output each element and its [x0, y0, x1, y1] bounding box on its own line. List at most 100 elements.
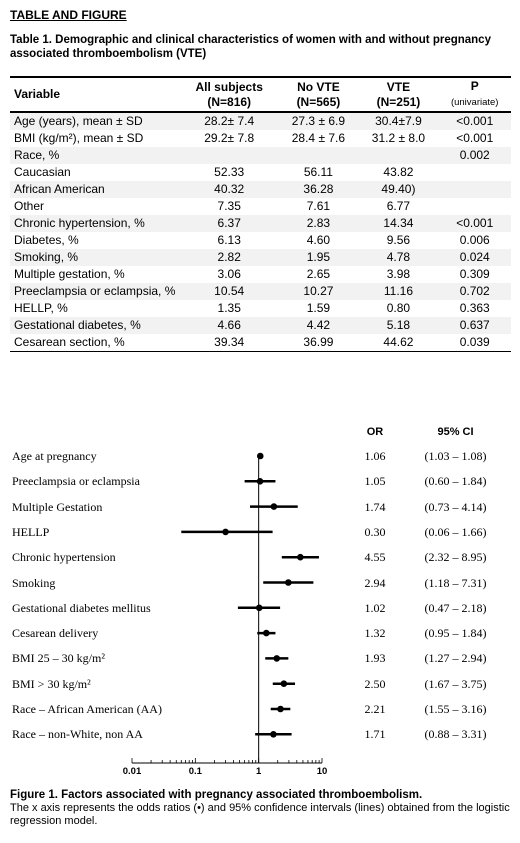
- forest-row-label: HELLP: [12, 524, 50, 539]
- forest-row-label: Multiple Gestation: [12, 499, 103, 514]
- forest-row-ci: (0.95 – 1.84): [424, 626, 487, 641]
- demographics-table: Variable All subjects (N=816) No VTE (N=56…: [10, 76, 511, 352]
- forest-row-ci: (0.73 – 4.14): [424, 499, 487, 514]
- row-variable: Gestational diabetes, %: [10, 317, 180, 334]
- forest-row-ci: (1.18 – 7.31): [424, 575, 487, 590]
- row-p-value: 0.363: [459, 301, 490, 315]
- row-p-value: [438, 164, 511, 181]
- row-variable: Smoking, %: [10, 249, 180, 266]
- table-row: Preeclampsia or eclampsia, % 10.54 10.27 11…: [10, 283, 511, 300]
- row-no-vte: 4.42: [278, 317, 359, 334]
- forest-row-label: BMI > 30 kg/m²: [12, 676, 91, 691]
- header-p-value: P (univariate): [438, 76, 511, 113]
- forest-row-ci: (0.06 – 1.66): [424, 524, 487, 539]
- or-point: [273, 655, 281, 662]
- or-point: [297, 553, 304, 561]
- row-p-value: 0.006: [459, 233, 490, 247]
- forest-row-ci: (0.88 – 3.31): [424, 727, 487, 742]
- header-vte: VTE (N=251): [358, 76, 439, 113]
- x-tick-label: 10: [317, 766, 328, 777]
- row-vte: 5.18: [358, 317, 439, 334]
- row-vte: 3.98: [386, 267, 411, 281]
- row-all-subjects: 40.32: [180, 181, 279, 198]
- row-vte: 11.16: [358, 283, 439, 300]
- row-no-vte: 36.28: [278, 181, 359, 198]
- forest-row-ci: (1.03 – 1.08): [424, 449, 487, 463]
- table-caption: Table 1. Demographic and clinical charac…: [10, 34, 491, 60]
- or-point: [285, 579, 292, 586]
- row-vte: 9.56: [386, 233, 411, 247]
- or-point: [256, 452, 264, 460]
- table-row: Smoking, % 2.82 1.95 4.78 0.024: [10, 249, 511, 266]
- row-no-vte: 7.61: [306, 199, 331, 213]
- row-vte: 31.2 ± 8.0: [371, 131, 426, 145]
- forest-row-label: Race – African American (AA): [12, 702, 162, 716]
- x-tick-label: 0.01: [123, 766, 142, 777]
- row-all-subjects: 28.2± 7.4: [180, 112, 279, 130]
- header-all-subjects: All subjects (N=816): [180, 76, 279, 113]
- row-all-subjects: 1.35: [217, 301, 241, 315]
- row-no-vte: 36.99: [278, 334, 359, 352]
- row-no-vte: 10.27: [278, 283, 359, 300]
- or-point: [277, 705, 284, 713]
- forest-row-ci: (0.60 – 1.84): [424, 474, 487, 489]
- row-all-subjects: 52.33: [214, 165, 245, 179]
- table-row: Diabetes, % 6.13 4.60 9.56 0.006: [10, 232, 511, 249]
- forest-row-label: Chronic hypertension: [12, 550, 116, 565]
- row-variable: Diabetes, %: [14, 233, 79, 247]
- row-vte: 30.4±7.9: [358, 112, 439, 130]
- row-variable: Race, %: [10, 147, 180, 164]
- row-vte: 43.82: [383, 165, 414, 179]
- forest-row-or: 2.94: [364, 575, 386, 590]
- or-column-header: OR: [366, 426, 384, 438]
- table-row: Caucasian 52.33 56.11 43.82: [10, 164, 511, 181]
- row-all-subjects: 39.34: [180, 334, 279, 352]
- row-all-subjects: 3.06: [217, 267, 241, 281]
- forest-row-ci: (1.27 – 2.94): [424, 651, 487, 666]
- row-vte: 44.62: [358, 334, 439, 352]
- row-no-vte: 1.59: [306, 301, 331, 315]
- forest-row-or: 0.30: [364, 524, 386, 539]
- forest-row-or: 4.55: [364, 550, 386, 565]
- figure-caption-title: Figure 1. Factors associated with pregna…: [10, 789, 423, 801]
- header-no-vte: No VTE (N=565): [278, 76, 359, 113]
- row-p-value: <0.001: [456, 131, 494, 145]
- forest-row-label: Preeclampsia or eclampsia: [12, 474, 140, 489]
- or-point: [280, 680, 288, 687]
- forest-row-label: Cesarean delivery: [12, 626, 99, 641]
- row-variable: Other: [14, 199, 45, 213]
- table-row: HELLP, % 1.35 1.59 0.80 0.363: [10, 300, 511, 317]
- row-vte: 0.80: [386, 301, 411, 315]
- or-point: [256, 478, 264, 485]
- forest-row-label: Gestational diabetes mellitus: [12, 600, 151, 615]
- row-variable: Preeclampsia or eclampsia, %: [10, 283, 180, 300]
- ci-column-header: 95% CI: [437, 426, 474, 438]
- table-row: African American 40.32 36.28 49.40): [10, 181, 511, 198]
- row-variable: Chronic hypertension, %: [10, 215, 180, 232]
- figure-caption-body: The x axis represents the odds ratios (•…: [10, 802, 510, 827]
- or-point: [222, 528, 229, 536]
- row-p-value: [438, 181, 511, 198]
- forest-row-label: Smoking: [12, 575, 56, 590]
- forest-row-or: 1.93: [364, 651, 386, 666]
- table-row: Cesarean section, % 39.34 36.99 44.62 0.039: [10, 334, 511, 352]
- table-row: Multiple gestation, % 3.06 2.65 3.98 0.309: [10, 266, 511, 283]
- row-p-value: <0.001: [438, 215, 511, 232]
- forest-row-or: 2.50: [364, 676, 386, 691]
- header-variable: Variable: [10, 76, 180, 113]
- row-no-vte: 4.60: [306, 233, 331, 247]
- row-variable: Cesarean section, %: [10, 334, 180, 352]
- row-p-value: 0.637: [438, 317, 511, 334]
- figure-caption: Figure 1. Factors associated with pregna…: [10, 789, 515, 828]
- row-variable: Age (years), mean ± SD: [10, 112, 180, 130]
- table-row: Age (years), mean ± SD 28.2± 7.4 27.3 ± 6.…: [10, 112, 511, 130]
- row-all-subjects: 4.66: [180, 317, 279, 334]
- row-all-subjects: 10.54: [180, 283, 279, 300]
- forest-row-label: Race – non-White, non AA: [12, 727, 143, 742]
- x-tick-label: 0.1: [189, 766, 203, 777]
- forest-row-ci: (2.32 – 8.95): [424, 550, 487, 565]
- table-header-row: Variable All subjects (N=816) No VTE (N=56…: [10, 76, 511, 113]
- forest-row-or: 1.05: [364, 474, 386, 489]
- row-no-vte: 28.4 ± 7.6: [291, 131, 346, 145]
- row-variable: Multiple gestation, %: [14, 267, 125, 281]
